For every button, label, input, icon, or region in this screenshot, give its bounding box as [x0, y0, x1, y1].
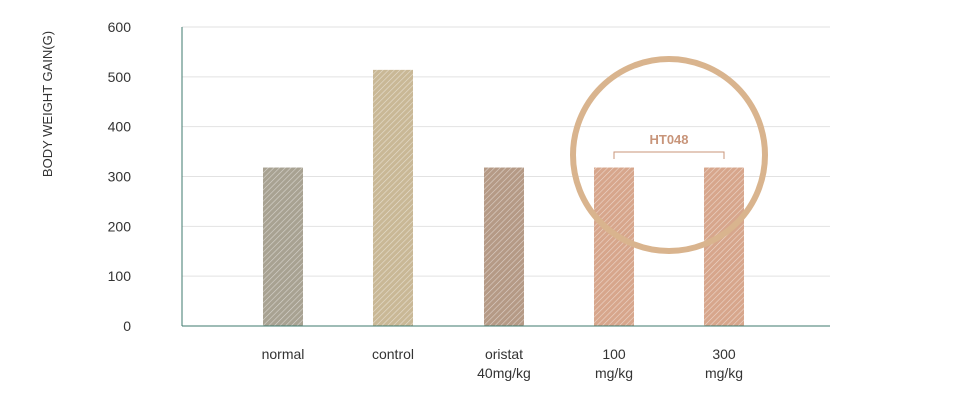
bar-300-mg-kg	[704, 167, 744, 326]
category-label-4: 300 mg/kg	[705, 346, 743, 381]
y-tick-label-200: 200	[108, 218, 132, 234]
y-tick-labels: 0 100 200 300 400 500 600	[108, 19, 132, 334]
y-tick-label-600: 600	[108, 19, 132, 35]
category-label-0: normal	[262, 346, 305, 362]
bar-normal	[263, 167, 303, 326]
y-tick-label-400: 400	[108, 119, 132, 135]
y-tick-label-0: 0	[123, 318, 131, 334]
bar-oristat-40mg-kg	[484, 167, 524, 326]
y-axis-title: BODY WEIGHT GAIN(G)	[40, 31, 55, 177]
y-tick-label-100: 100	[108, 268, 132, 284]
category-label-1: control	[372, 346, 414, 362]
ht048-annotation: HT048	[570, 56, 768, 254]
bars	[263, 69, 744, 327]
annotation-label: HT048	[649, 132, 688, 147]
y-tick-label-300: 300	[108, 169, 132, 185]
group-bracket	[613, 151, 725, 159]
y-tick-label-500: 500	[108, 69, 132, 85]
highlight-circle	[570, 56, 768, 254]
category-label-2: oristat 40mg/kg	[477, 346, 531, 381]
x-category-labels: normal control oristat 40mg/kg 100 mg/kg 300 mg…	[262, 346, 743, 381]
axes	[181, 27, 830, 327]
bar-control	[373, 69, 413, 327]
category-label-3: 100 mg/kg	[595, 346, 633, 381]
bar-100-mg-kg	[594, 167, 634, 326]
